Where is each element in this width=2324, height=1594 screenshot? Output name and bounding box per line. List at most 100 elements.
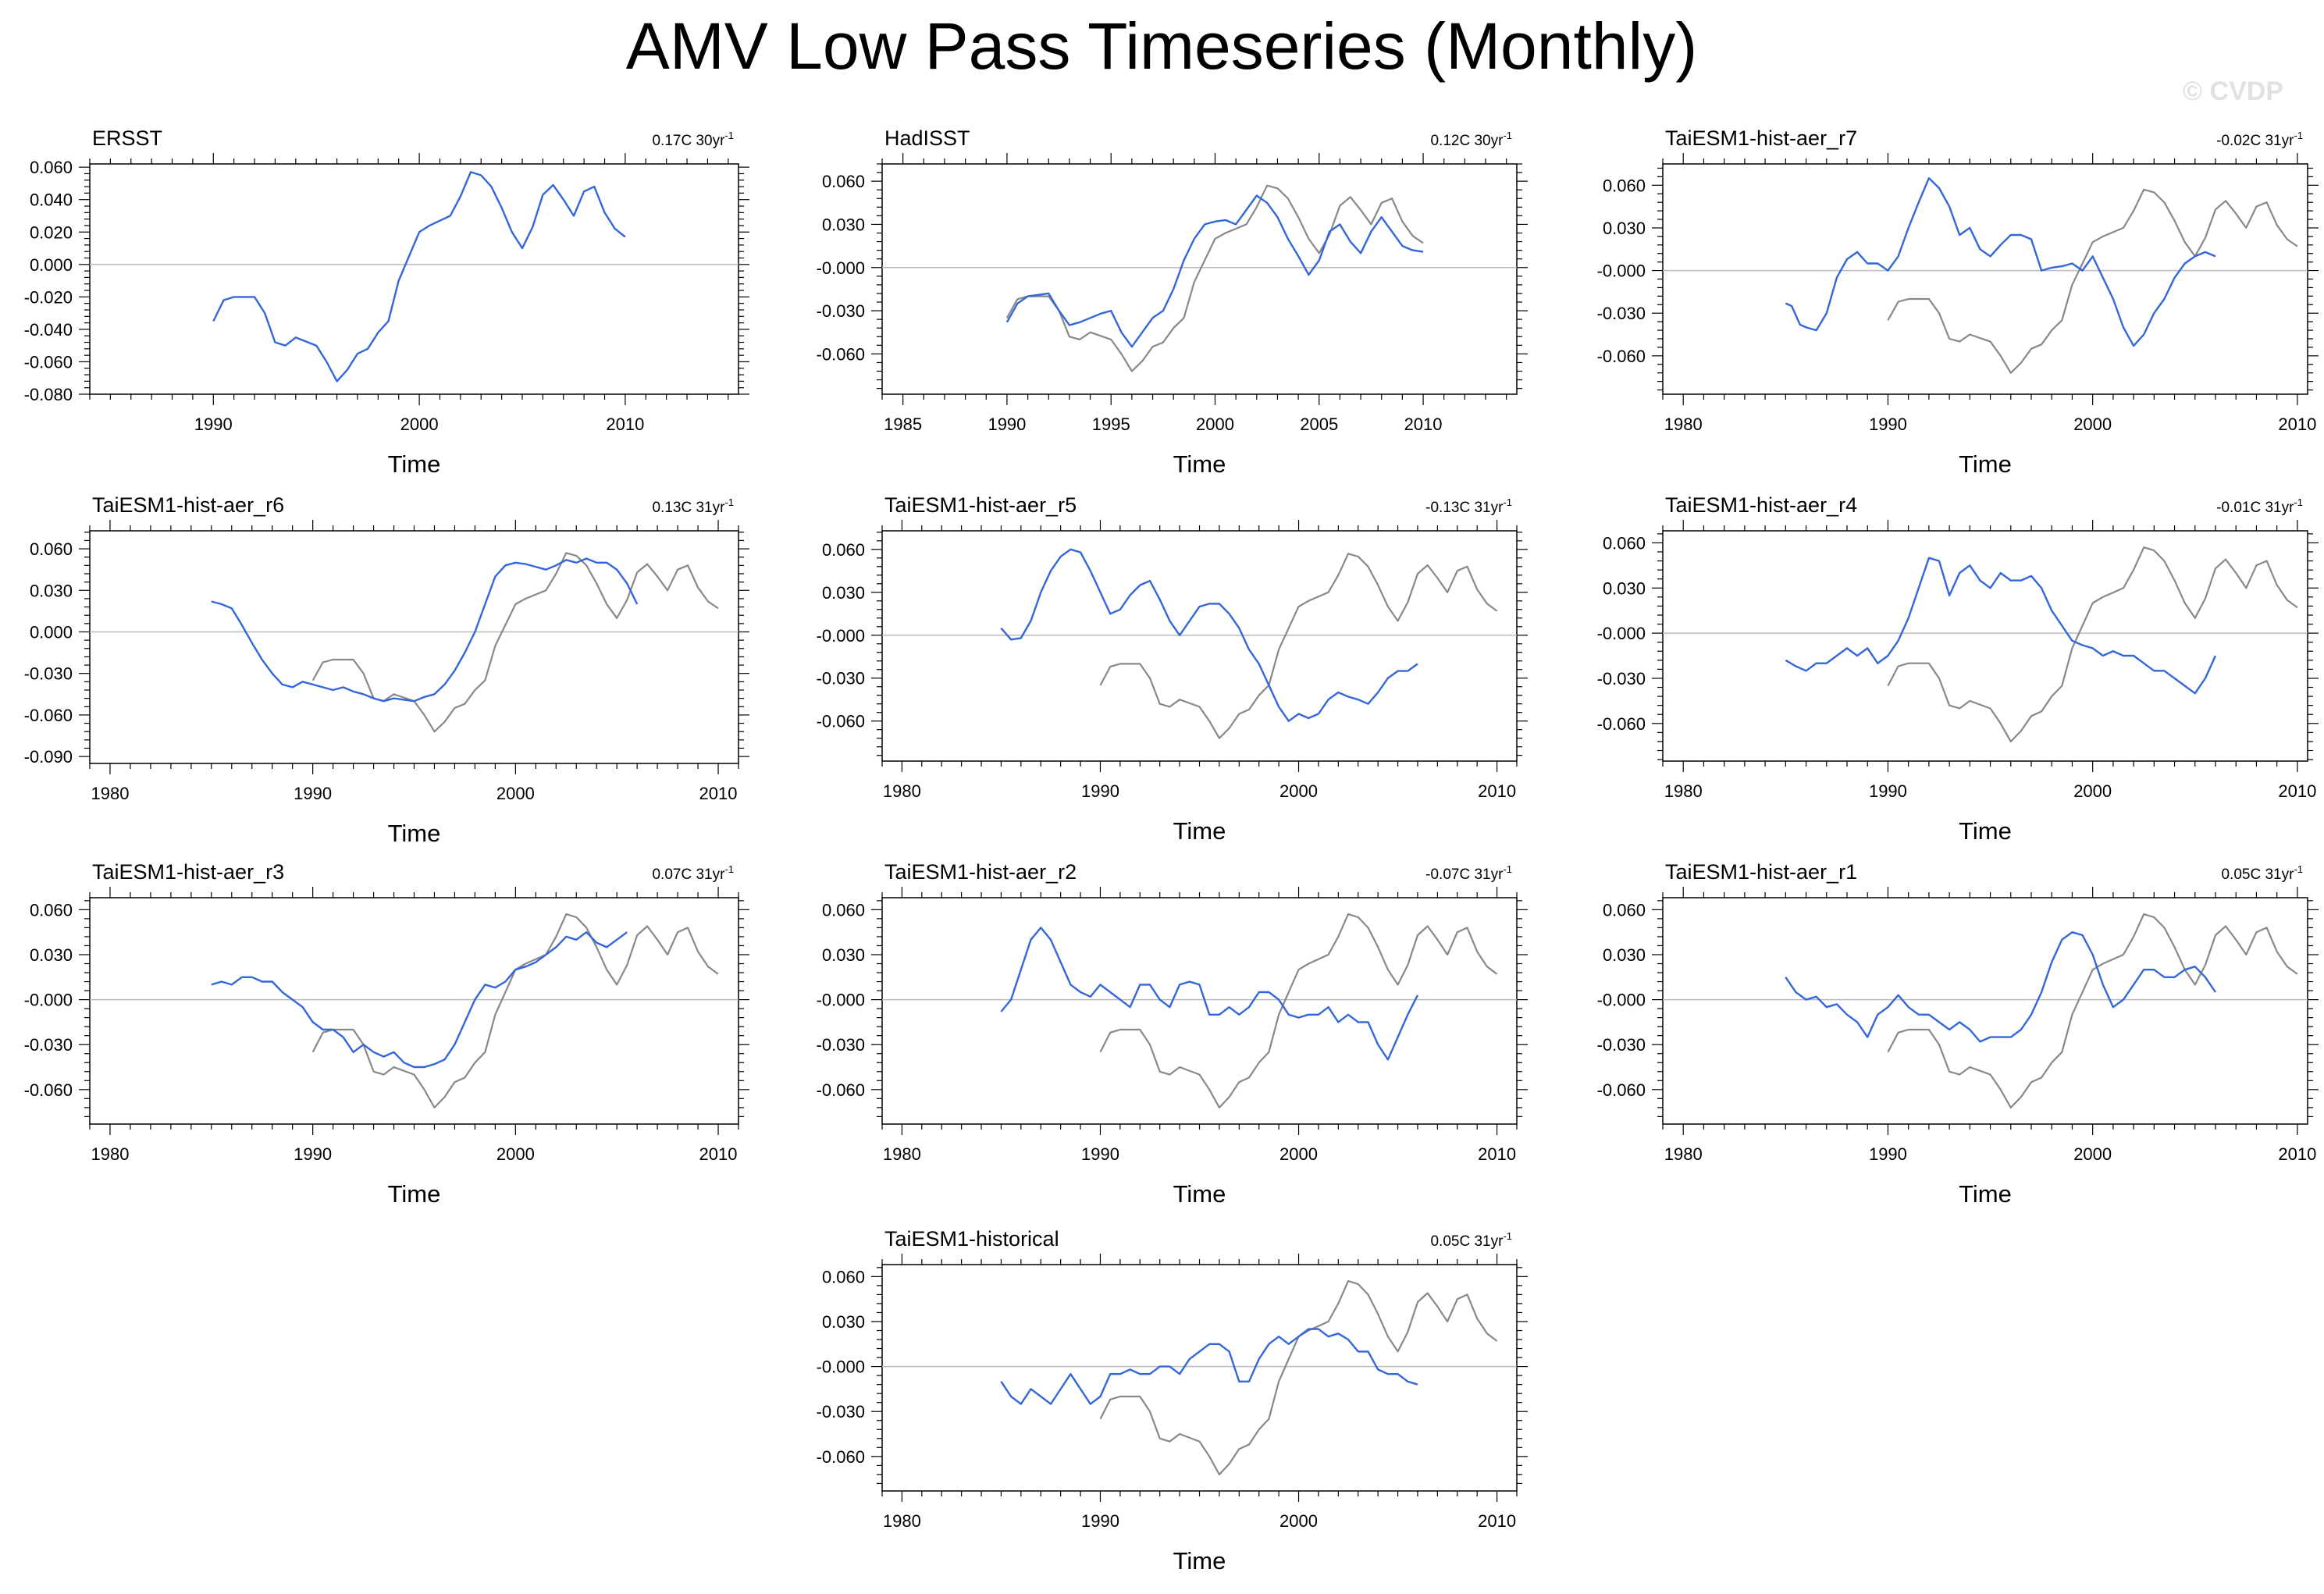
x-tick-label: 2000 [1279,781,1318,801]
y-tick-label: -0.040 [24,320,73,340]
x-axis-title: Time [1959,817,2012,845]
panel-title: TaiESM1-hist-aer_r5 [884,493,1077,517]
panel-title: HadISST [884,126,970,150]
x-axis-title: Time [388,820,441,847]
y-tick-label: 0.060 [822,1267,865,1286]
x-tick-label: 1990 [988,415,1026,434]
x-tick-label: 2000 [2073,1144,2112,1164]
observed-series-line [1099,913,1498,1109]
x-axis-title: Time [1173,1180,1226,1208]
panel-9: TaiESM1-hist-aer_r1 0.05C 31yr-1 1980 1990 2… [1597,860,2319,1208]
y-tick-label: 0.030 [1603,945,1646,965]
plot-frame [1662,530,2308,762]
x-tick-label: 2000 [1279,1511,1318,1531]
cvdp-watermark: © CVDP [2183,76,2283,106]
plot-frame [881,163,1518,395]
x-tick-label: 2010 [606,415,644,434]
observed-series-line [311,913,719,1109]
y-tick-label: -0.060 [817,1080,865,1100]
x-tick-label: 1980 [1664,415,1703,434]
trend-label: -0.13C 31yr-1 [1425,496,1512,516]
observed-series-line [1887,188,2298,374]
trend-label: 0.13C 31yr-1 [652,496,734,516]
x-tick-label: 2010 [2278,781,2316,801]
x-tick-label: 2010 [1478,781,1516,801]
y-tick-label: -0.060 [24,706,73,725]
y-tick-label: 0.000 [30,255,73,275]
panel-7: TaiESM1-hist-aer_r3 0.07C 31yr-1 1980 1990 2… [24,860,749,1208]
x-tick-label: 1990 [1869,415,1907,434]
y-tick-label: 0.060 [30,158,73,177]
y-tick-label: -0.020 [24,287,73,307]
trend-label: 0.05C 31yr-1 [2221,863,2303,883]
x-tick-label: 1980 [1664,781,1703,801]
observed-series-line [1887,546,2298,743]
plot-frame [1662,897,2308,1125]
y-tick-label: -0.060 [1597,347,1646,366]
y-tick-label: -0.030 [817,669,865,688]
panel-title: TaiESM1-hist-aer_r3 [92,860,284,884]
x-tick-label: 1990 [1081,781,1119,801]
model-series-line [1000,1328,1418,1405]
x-tick-label: 1980 [883,1511,921,1531]
panel-3: TaiESM1-hist-aer_r7 -0.02C 31yr-1 1980 1990… [1597,126,2319,478]
x-tick-label: 2010 [1478,1144,1516,1164]
y-tick-label: -0.000 [817,258,865,278]
y-tick-label: 0.060 [822,172,865,191]
x-axis-title: Time [1959,450,2012,478]
y-tick-label: 0.030 [30,945,73,965]
y-tick-label: -0.030 [24,664,73,684]
panel-1: ERSST 0.17C 30yr-1 1990 2000 2010 0.060 0.040 0… [24,126,749,478]
y-tick-label: -0.000 [24,991,73,1010]
y-tick-label: 0.030 [822,945,865,965]
y-tick-label: -0.000 [1597,262,1646,281]
x-tick-label: 2010 [2278,1144,2316,1164]
panel-4: TaiESM1-hist-aer_r6 0.13C 31yr-1 1980 1990 2… [24,493,749,847]
y-tick-label: -0.060 [1597,1080,1646,1100]
plot-frame [1662,163,2308,395]
x-tick-label: 1990 [1081,1511,1119,1531]
y-tick-label: -0.030 [24,1035,73,1055]
y-tick-label: 0.060 [822,540,865,560]
x-tick-label: 1990 [294,784,332,803]
x-tick-label: 2000 [496,1144,535,1164]
panel-8: TaiESM1-hist-aer_r2 -0.07C 31yr-1 1980 1990… [817,860,1528,1208]
y-tick-label: -0.060 [1597,714,1646,734]
model-series-line [211,930,628,1069]
observed-series-line [311,552,719,733]
x-tick-label: 2005 [1300,415,1338,434]
panel-title: TaiESM1-hist-aer_r7 [1665,126,1857,150]
y-tick-label: -0.060 [24,1080,73,1100]
y-tick-label: 0.060 [30,900,73,920]
x-tick-label: 1980 [1664,1144,1703,1164]
y-tick-label: 0.030 [822,215,865,234]
y-tick-label: 0.060 [1603,900,1646,920]
x-tick-label: 2000 [2073,781,2112,801]
y-tick-label: 0.020 [30,222,73,242]
model-series-line [1000,927,1419,1061]
model-series-line [1785,930,2216,1043]
y-tick-label: -0.030 [817,301,865,321]
y-tick-label: -0.060 [817,344,865,364]
x-axis-title: Time [1173,817,1226,845]
panel-title: ERSST [92,126,162,150]
panel-title: TaiESM1-hist-aer_r6 [92,493,284,517]
x-axis-title: Time [388,450,441,478]
y-tick-label: 0.030 [30,581,73,600]
observed-series-line [1099,553,1498,739]
y-tick-label: 0.040 [30,190,73,210]
x-tick-label: 2010 [1404,415,1443,434]
y-tick-label: 0.060 [822,900,865,920]
x-tick-label: 2000 [496,784,535,803]
panel-5: TaiESM1-hist-aer_r5 -0.13C 31yr-1 1980 1990… [817,493,1528,845]
trend-label: -0.02C 31yr-1 [2216,130,2303,149]
observed-series-line [1005,184,1424,372]
panel-title: TaiESM1-hist-aer_r2 [884,860,1077,884]
panel-title: TaiESM1-hist-aer_r4 [1665,493,1857,517]
plot-frame [89,530,739,764]
x-tick-label: 1990 [1081,1144,1119,1164]
y-tick-label: -0.080 [24,385,73,404]
trend-label: 0.17C 30yr-1 [652,130,734,149]
model-series-line [1785,176,2216,347]
y-tick-label: 0.030 [822,1312,865,1332]
